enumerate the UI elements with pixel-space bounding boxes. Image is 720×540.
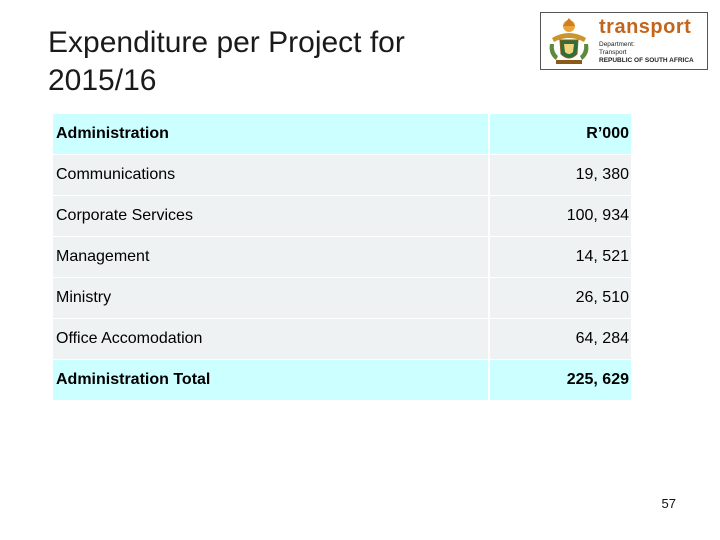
header-label: Administration (53, 114, 490, 155)
table-row: Communications 19, 380 (53, 154, 631, 196)
row-label: Ministry (53, 277, 490, 319)
slide-title-line-2: 2015/16 (48, 64, 157, 97)
logo-line-department: Department: (599, 41, 635, 48)
table-total-row: Administration Total 225, 629 (53, 359, 631, 401)
row-label: Communications (53, 154, 490, 196)
slide-title-line-1: Expenditure per Project for (48, 26, 405, 59)
row-label: Office Accomodation (53, 318, 490, 360)
table-row: Office Accomodation 64, 284 (53, 318, 631, 360)
row-value: 100, 934 (489, 195, 631, 237)
table-row: Management 14, 521 (53, 236, 631, 278)
coat-of-arms-icon (549, 18, 589, 64)
logo-line-transport: Transport (599, 49, 627, 56)
total-value: 225, 629 (489, 359, 631, 401)
slide-title: Expenditure per Project for 2015/16 (48, 24, 405, 100)
header-value: R’000 (489, 114, 631, 155)
logo-brand-text: transport (599, 16, 692, 38)
expenditure-table: Administration R’000 Communications 19, … (53, 114, 631, 401)
row-value: 14, 521 (489, 236, 631, 278)
table-header-row: Administration R’000 (53, 114, 631, 155)
total-label: Administration Total (53, 359, 490, 401)
logo-subtext: Department: Transport REPUBLIC OF SOUTH … (599, 41, 694, 65)
logo-line-republic: REPUBLIC OF SOUTH AFRICA (599, 57, 694, 64)
row-value: 26, 510 (489, 277, 631, 319)
table-row: Corporate Services 100, 934 (53, 195, 631, 237)
table-row: Ministry 26, 510 (53, 277, 631, 319)
page-number: 57 (661, 496, 676, 511)
department-logo: transport Department: Transport REPUBLIC… (540, 12, 708, 70)
row-value: 64, 284 (489, 318, 631, 360)
row-label: Corporate Services (53, 195, 490, 237)
row-label: Management (53, 236, 490, 278)
row-value: 19, 380 (489, 154, 631, 196)
